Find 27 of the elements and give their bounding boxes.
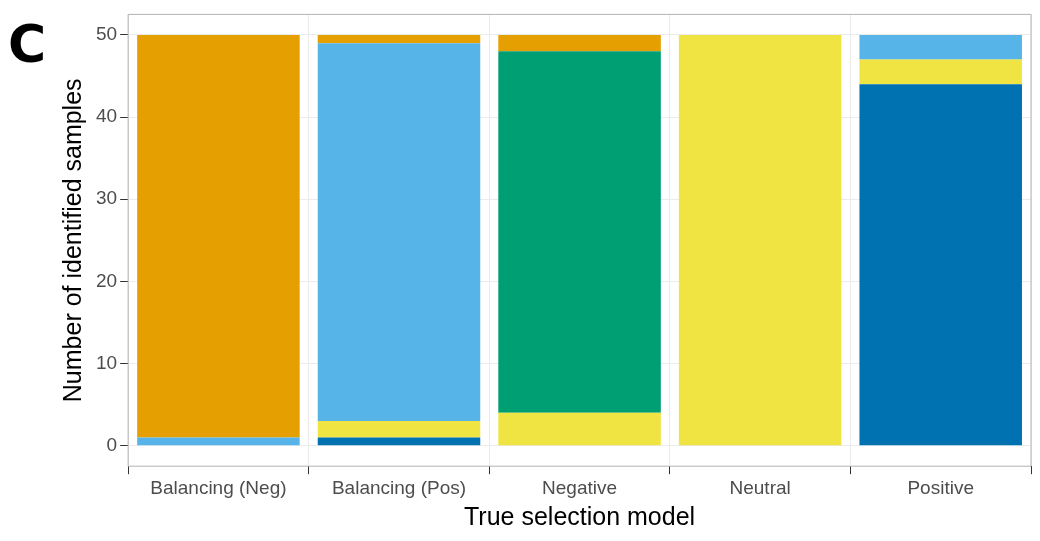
x-tick-label: Balancing (Pos) [331,476,467,498]
bar [317,43,481,422]
x-axis-title: True selection model [464,501,696,530]
bar [498,34,661,52]
y-tick-label: 40 [95,105,118,127]
x-tick-label: Balancing (Neg) [150,476,287,498]
y-tick-label: 0 [106,433,118,455]
y-tick-label: 10 [95,351,118,373]
bar [859,59,1022,85]
y-tick-label: 20 [95,269,118,291]
x-tick-label: Positive [907,476,974,498]
y-axis-title: Number of identified samples [57,78,86,403]
bar [498,51,661,413]
bar [317,421,481,438]
bar [317,437,481,446]
x-tick-label: Negative [542,476,618,498]
text: C [8,14,47,74]
bar [137,34,300,438]
bar [859,34,1022,60]
bar [317,34,481,44]
bar [859,84,1022,446]
bar [137,437,300,446]
bar [498,412,661,446]
y-tick-label: 50 [95,23,118,45]
bar [678,34,842,446]
y-tick-label: 30 [95,187,118,209]
x-tick-label: Neutral [729,476,791,498]
